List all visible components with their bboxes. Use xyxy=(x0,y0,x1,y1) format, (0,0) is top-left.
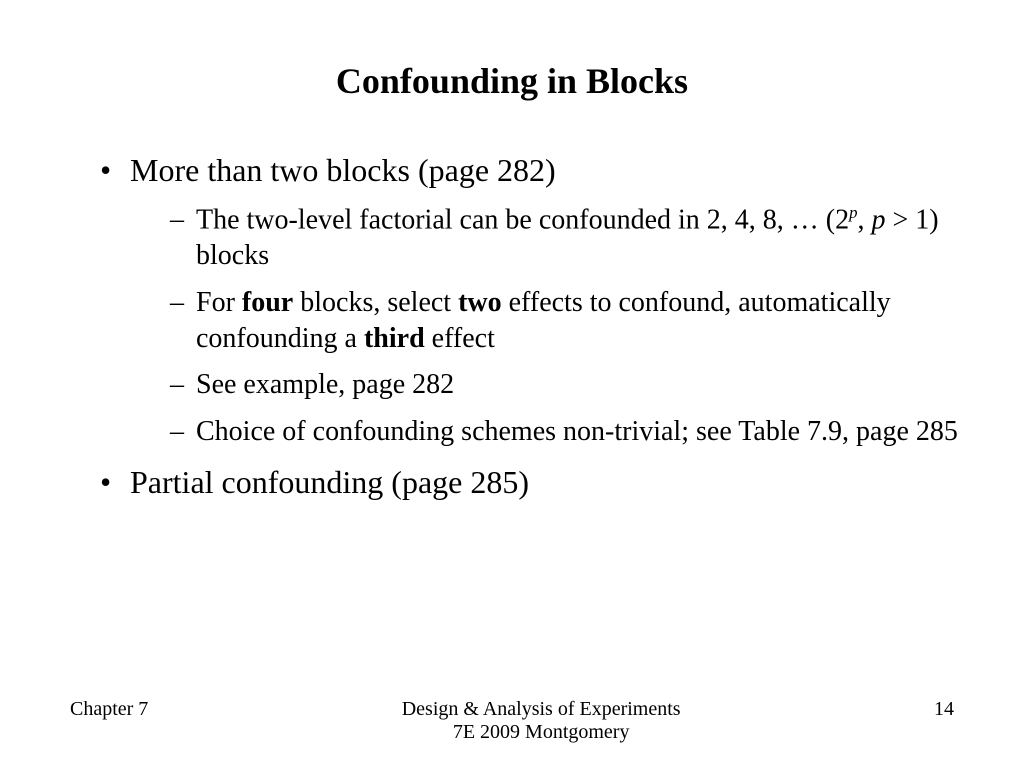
b1s2-bold-third: third xyxy=(364,323,425,354)
b1s2-part-a: For xyxy=(196,287,242,318)
bullet-1-sub-4: Choice of confounding schemes non-trivia… xyxy=(170,414,964,450)
bullet-1-sublist: The two-level factorial can be confounde… xyxy=(130,202,964,451)
b1s1-part-b: , xyxy=(858,204,872,235)
bullet-1-text: More than two blocks (page 282) xyxy=(130,152,556,188)
b1s1-part-a: The two-level factorial can be confounde… xyxy=(196,204,849,235)
bullet-1-sub-1: The two-level factorial can be confounde… xyxy=(170,202,964,275)
b1s1-italic-p: p xyxy=(872,204,886,235)
footer-center-line1: Design & Analysis of Experiments xyxy=(402,698,681,721)
bullet-1: More than two blocks (page 282) The two-… xyxy=(100,150,964,450)
b1s4-text: Choice of confounding schemes non-trivia… xyxy=(196,416,958,447)
bullet-1-sub-3: See example, page 282 xyxy=(170,367,964,403)
slide: Confounding in Blocks More than two bloc… xyxy=(0,0,1024,768)
b1s3-text: See example, page 282 xyxy=(196,369,454,400)
bullet-2-text: Partial confounding (page 285) xyxy=(130,464,529,500)
b1s2-bold-two: two xyxy=(458,287,502,318)
footer-center: Design & Analysis of Experiments 7E 2009… xyxy=(402,698,681,744)
bullet-list: More than two blocks (page 282) The two-… xyxy=(60,150,964,504)
bullet-2: Partial confounding (page 285) xyxy=(100,462,964,504)
b1s2-bold-four: four xyxy=(242,287,293,318)
slide-footer: Chapter 7 Design & Analysis of Experimen… xyxy=(0,698,1024,744)
b1s2-part-d: effect xyxy=(425,323,495,354)
b1s2-part-b: blocks, select xyxy=(293,287,458,318)
footer-center-line2: 7E 2009 Montgomery xyxy=(402,721,681,744)
footer-right-page-number: 14 xyxy=(934,698,954,721)
slide-title: Confounding in Blocks xyxy=(60,60,964,102)
footer-left: Chapter 7 xyxy=(70,698,148,721)
b1s1-superscript-p: p xyxy=(849,203,857,222)
bullet-1-sub-2: For four blocks, select two effects to c… xyxy=(170,285,964,358)
